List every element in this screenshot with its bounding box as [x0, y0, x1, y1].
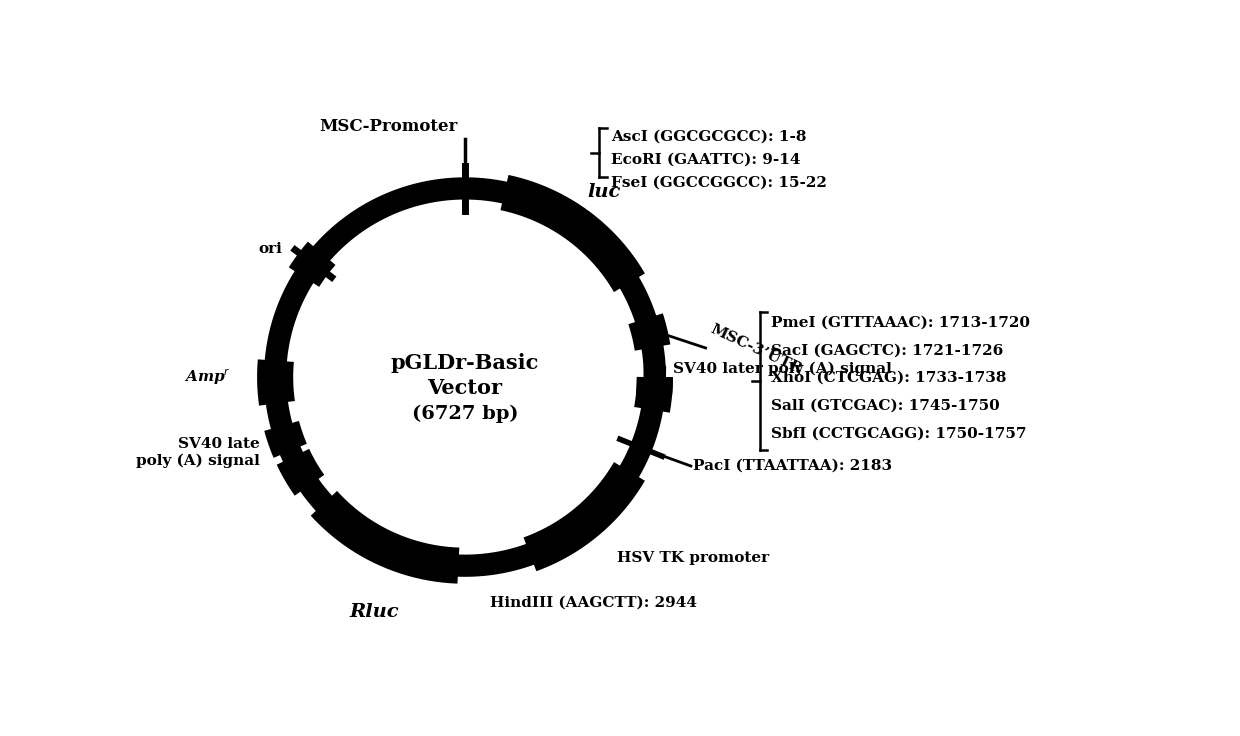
Text: HSV TK promoter: HSV TK promoter — [618, 551, 770, 565]
Text: Rluc: Rluc — [350, 603, 399, 620]
Text: MSC-Promoter: MSC-Promoter — [319, 118, 458, 135]
Text: PacI (TTAATTAA): 2183: PacI (TTAATTAA): 2183 — [693, 459, 893, 473]
Text: ori: ori — [258, 242, 283, 256]
Text: SV40 later poly (A) signal: SV40 later poly (A) signal — [672, 362, 892, 376]
Text: SbfI (CCTGCAGG): 1750-1757: SbfI (CCTGCAGG): 1750-1757 — [771, 426, 1027, 440]
Text: MSC-3’UTR: MSC-3’UTR — [708, 322, 804, 377]
Text: pGLDr-Basic: pGLDr-Basic — [391, 353, 539, 373]
Text: PmeI (GTTTAAAC): 1713-1720: PmeI (GTTTAAAC): 1713-1720 — [771, 316, 1030, 330]
Text: EcoRI (GAATTC): 9-14: EcoRI (GAATTC): 9-14 — [611, 153, 800, 167]
Text: SalI (GTCGAC): 1745-1750: SalI (GTCGAC): 1745-1750 — [771, 399, 999, 413]
Text: Vector: Vector — [428, 378, 502, 398]
Text: FseI (GGCCGGCC): 15-22: FseI (GGCCGGCC): 15-22 — [611, 176, 827, 190]
Text: SV40 late
poly (A) signal: SV40 late poly (A) signal — [135, 437, 259, 468]
Text: HindIII (AAGCTT): 2944: HindIII (AAGCTT): 2944 — [490, 595, 697, 609]
Text: luc: luc — [587, 183, 620, 202]
Text: (6727 bp): (6727 bp) — [412, 405, 518, 423]
Text: Amp$^r$: Amp$^r$ — [184, 367, 231, 387]
Text: AscI (GGCGCGCC): 1-8: AscI (GGCGCGCC): 1-8 — [611, 130, 806, 144]
Text: XhoI (CTCGAG): 1733-1738: XhoI (CTCGAG): 1733-1738 — [771, 371, 1007, 385]
Text: SacI (GAGCTC): 1721-1726: SacI (GAGCTC): 1721-1726 — [771, 343, 1003, 357]
